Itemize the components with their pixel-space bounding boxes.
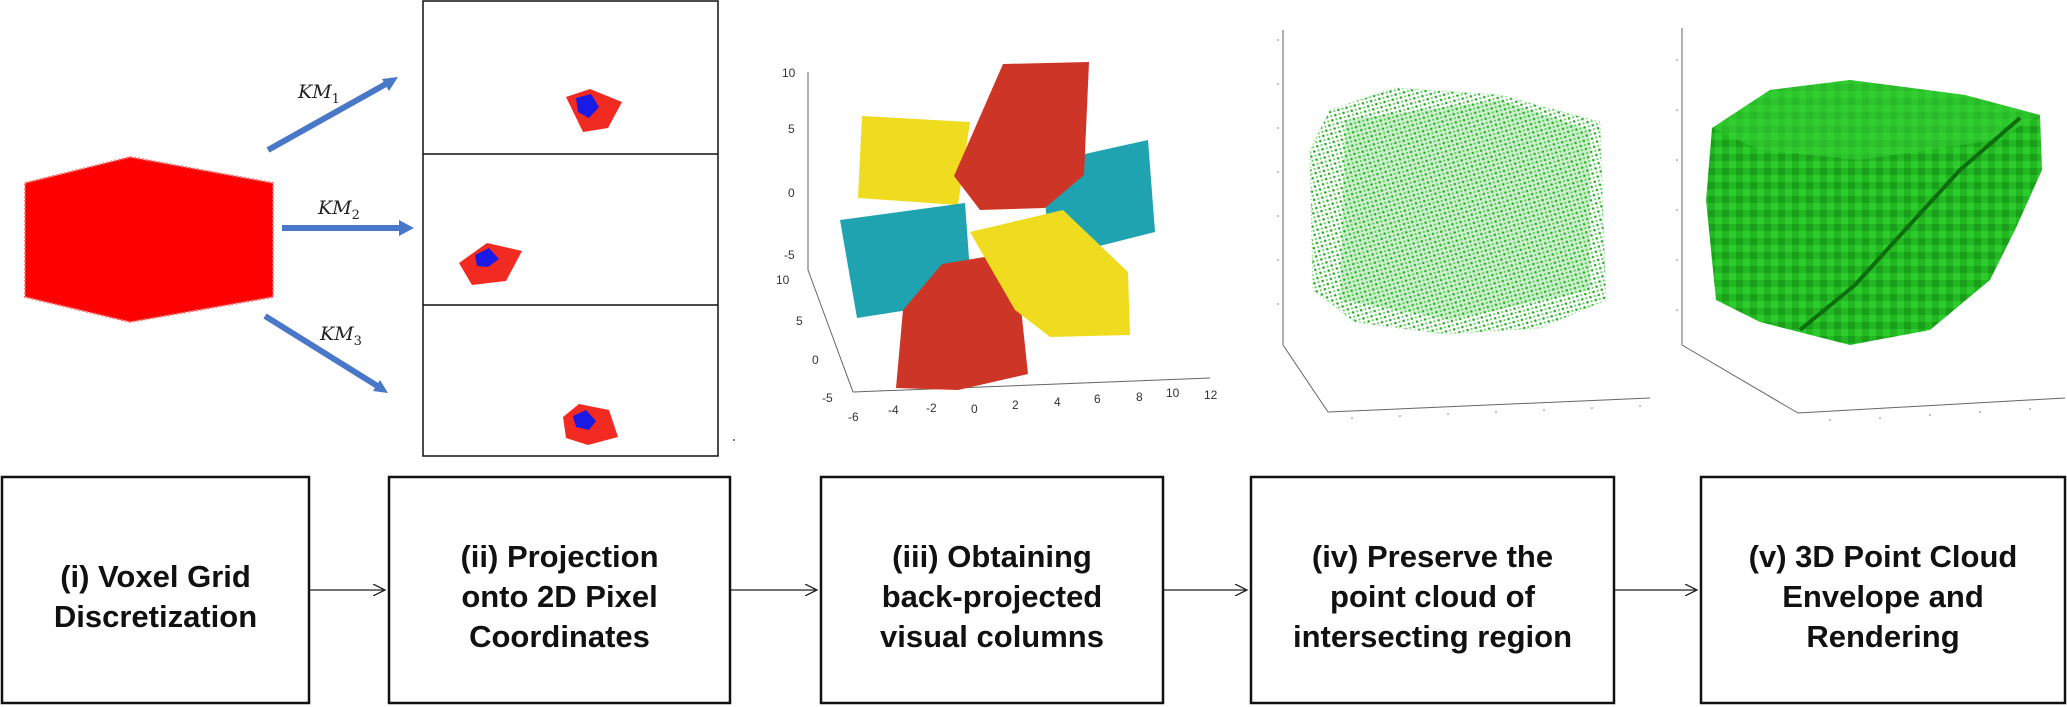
silhouette-km3 [563, 404, 618, 445]
x-tick: 6 [1094, 392, 1101, 406]
step-label-line: Rendering [1806, 619, 1959, 654]
step-box-iii: (iii) Obtaining back-projected visual co… [819, 475, 1165, 705]
envelope-plot [1676, 28, 2066, 421]
envelope-axis-ticks [1676, 59, 2031, 421]
y-tick: 5 [796, 314, 803, 328]
y-tick: 10 [776, 273, 790, 287]
km1-arrow [266, 77, 395, 153]
x-tick: -6 [848, 410, 859, 424]
projection-panels [422, 0, 719, 457]
step-label-line: (i) Voxel Grid [60, 559, 251, 594]
step-label-line: intersecting region [1293, 619, 1572, 654]
step-label-line: onto 2D Pixel [461, 579, 657, 614]
step-label-line: point cloud of [1330, 579, 1536, 614]
km3-arrowhead-icon [373, 380, 388, 393]
x-tick: 2 [1012, 398, 1019, 412]
envelope-ridge [1798, 116, 2022, 332]
step-label-line: Discretization [54, 599, 257, 634]
x-tick: 10 [1166, 386, 1180, 400]
step-label-line: visual columns [880, 619, 1104, 654]
point-cloud-plot [1277, 30, 1651, 419]
y-tick: 0 [812, 353, 819, 367]
x-tick: 12 [1204, 388, 1218, 402]
column-red-top [954, 62, 1089, 210]
km2-label: KM2 [317, 197, 360, 223]
z-tick: 10 [782, 66, 796, 80]
step-box-iv: (iv) Preserve the point cloud of interse… [1249, 475, 1616, 705]
step-label-line: (ii) Projection [460, 539, 658, 574]
x-tick: -2 [926, 401, 937, 415]
km3-arrow [263, 313, 381, 390]
x-tick: 4 [1054, 395, 1061, 409]
km1-label: KM1 [297, 81, 340, 107]
step-label-line: (iv) Preserve the [1312, 539, 1553, 574]
step-box-i: (i) Voxel Grid Discretization [0, 475, 311, 705]
stray-dot [733, 439, 735, 441]
y-axis-small-ticks [1277, 39, 1641, 419]
y-tick: -5 [822, 391, 833, 405]
step-label-line: (iii) Obtaining [892, 539, 1092, 574]
z-tick: -5 [784, 248, 795, 262]
x-tick: 0 [971, 402, 978, 416]
step-box-ii: (ii) Projection onto 2D Pixel Coordinate… [387, 475, 732, 705]
column-yellow-front [970, 210, 1130, 337]
km2-arrowhead-icon [399, 220, 414, 236]
envelope-top-face [1712, 80, 2040, 160]
visual-columns-plot: 10 5 0 -5 10 5 0 -5 -6 -4 -2 0 2 4 6 8 1… [776, 62, 1218, 424]
point-cloud [1309, 87, 1607, 335]
step-label-line: back-projected [882, 579, 1103, 614]
km3-label: KM3 [319, 323, 362, 349]
silhouette-km2 [459, 243, 522, 285]
x-tick: 8 [1136, 390, 1143, 404]
x-tick: -4 [888, 403, 899, 417]
column-yellow-back [858, 116, 970, 205]
step-box-v: (v) 3D Point Cloud Envelope and Renderin… [1699, 475, 2067, 705]
step-label-line: (v) 3D Point Cloud [1749, 539, 2018, 574]
silhouette-km1 [566, 89, 622, 132]
column-red-bottom [896, 252, 1028, 390]
z-tick: 0 [788, 186, 795, 200]
voxel-grid-hexagon [24, 155, 274, 324]
projection-arrows [263, 77, 414, 393]
z-tick: 5 [788, 122, 795, 136]
step-label-line: Coordinates [469, 619, 650, 654]
km1-arrowhead-icon [382, 77, 398, 91]
step-label-line: Envelope and [1782, 579, 1984, 614]
